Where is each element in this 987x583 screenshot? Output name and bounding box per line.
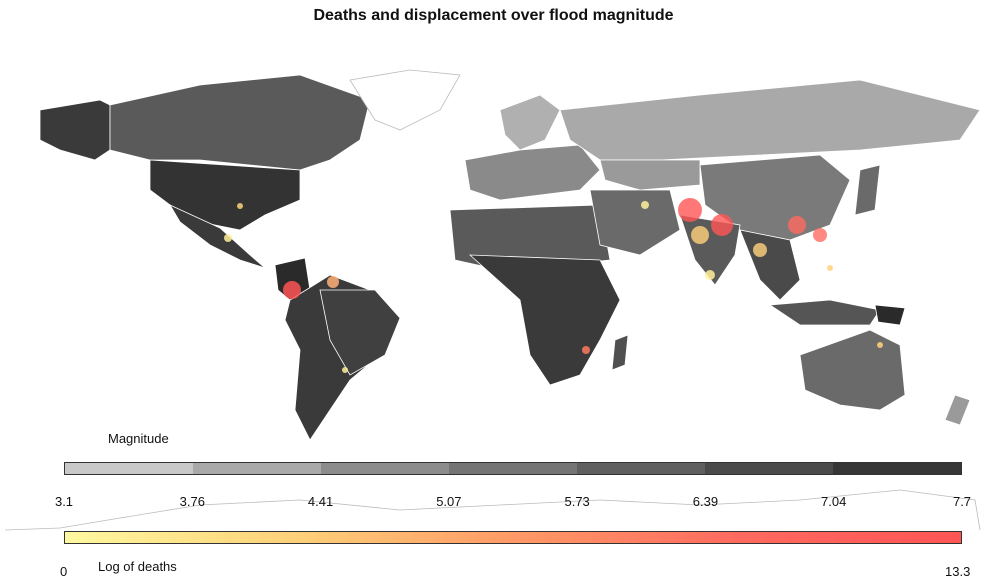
region-indonesia	[768, 299, 881, 326]
magnitude-tick: 4.41	[307, 494, 334, 509]
region-brazil	[319, 289, 401, 376]
map-title: Deaths and displacement over flood magni…	[313, 7, 674, 24]
deaths-max-label: 13.3	[945, 564, 971, 579]
region-usa	[149, 159, 301, 231]
deaths-min-label: 0	[60, 564, 68, 579]
magnitude-bin-6	[705, 463, 833, 474]
magnitude-colorbar	[64, 462, 962, 475]
magnitude-tick: 7.7	[952, 494, 972, 509]
deaths-colorbar	[64, 531, 962, 544]
region-png	[874, 304, 906, 326]
region-africa-central	[468, 254, 621, 386]
magnitude-bin-4	[449, 463, 577, 474]
region-japan	[854, 164, 881, 216]
region-madagascar	[611, 334, 629, 371]
magnitude-legend-label: Magnitude	[108, 431, 169, 446]
magnitude-tick: 3.76	[179, 494, 205, 509]
region-kazakhstan	[599, 159, 701, 191]
magnitude-tick: 7.04	[821, 494, 847, 509]
region-southeast-asia	[739, 229, 801, 301]
region-new-zealand	[944, 394, 971, 426]
region-scandinavia	[499, 94, 561, 151]
region-mexico	[169, 204, 266, 269]
magnitude-bin-3	[321, 463, 449, 474]
magnitude-bin-5	[577, 463, 705, 474]
magnitude-tick: 5.73	[564, 494, 590, 509]
region-europe	[464, 144, 601, 201]
region-middle-east	[589, 189, 681, 256]
magnitude-bin-2	[193, 463, 321, 474]
magnitude-bin-1	[65, 463, 193, 474]
flood-events	[224, 198, 883, 373]
magnitude-tick: 5.07	[436, 494, 462, 509]
region-greenland	[349, 69, 461, 131]
land-masses	[39, 69, 981, 441]
region-alaska	[39, 99, 111, 161]
region-russia	[559, 79, 981, 161]
region-canada	[109, 74, 371, 171]
magnitude-tick: 6.39	[692, 494, 719, 509]
region-antarctica	[4, 489, 981, 531]
region-china	[699, 154, 851, 241]
deaths-legend-label: Log of deaths	[98, 559, 177, 574]
magnitude-tick: 3.1	[54, 494, 74, 509]
region-australia	[799, 329, 906, 411]
magnitude-bin-7	[833, 463, 961, 474]
